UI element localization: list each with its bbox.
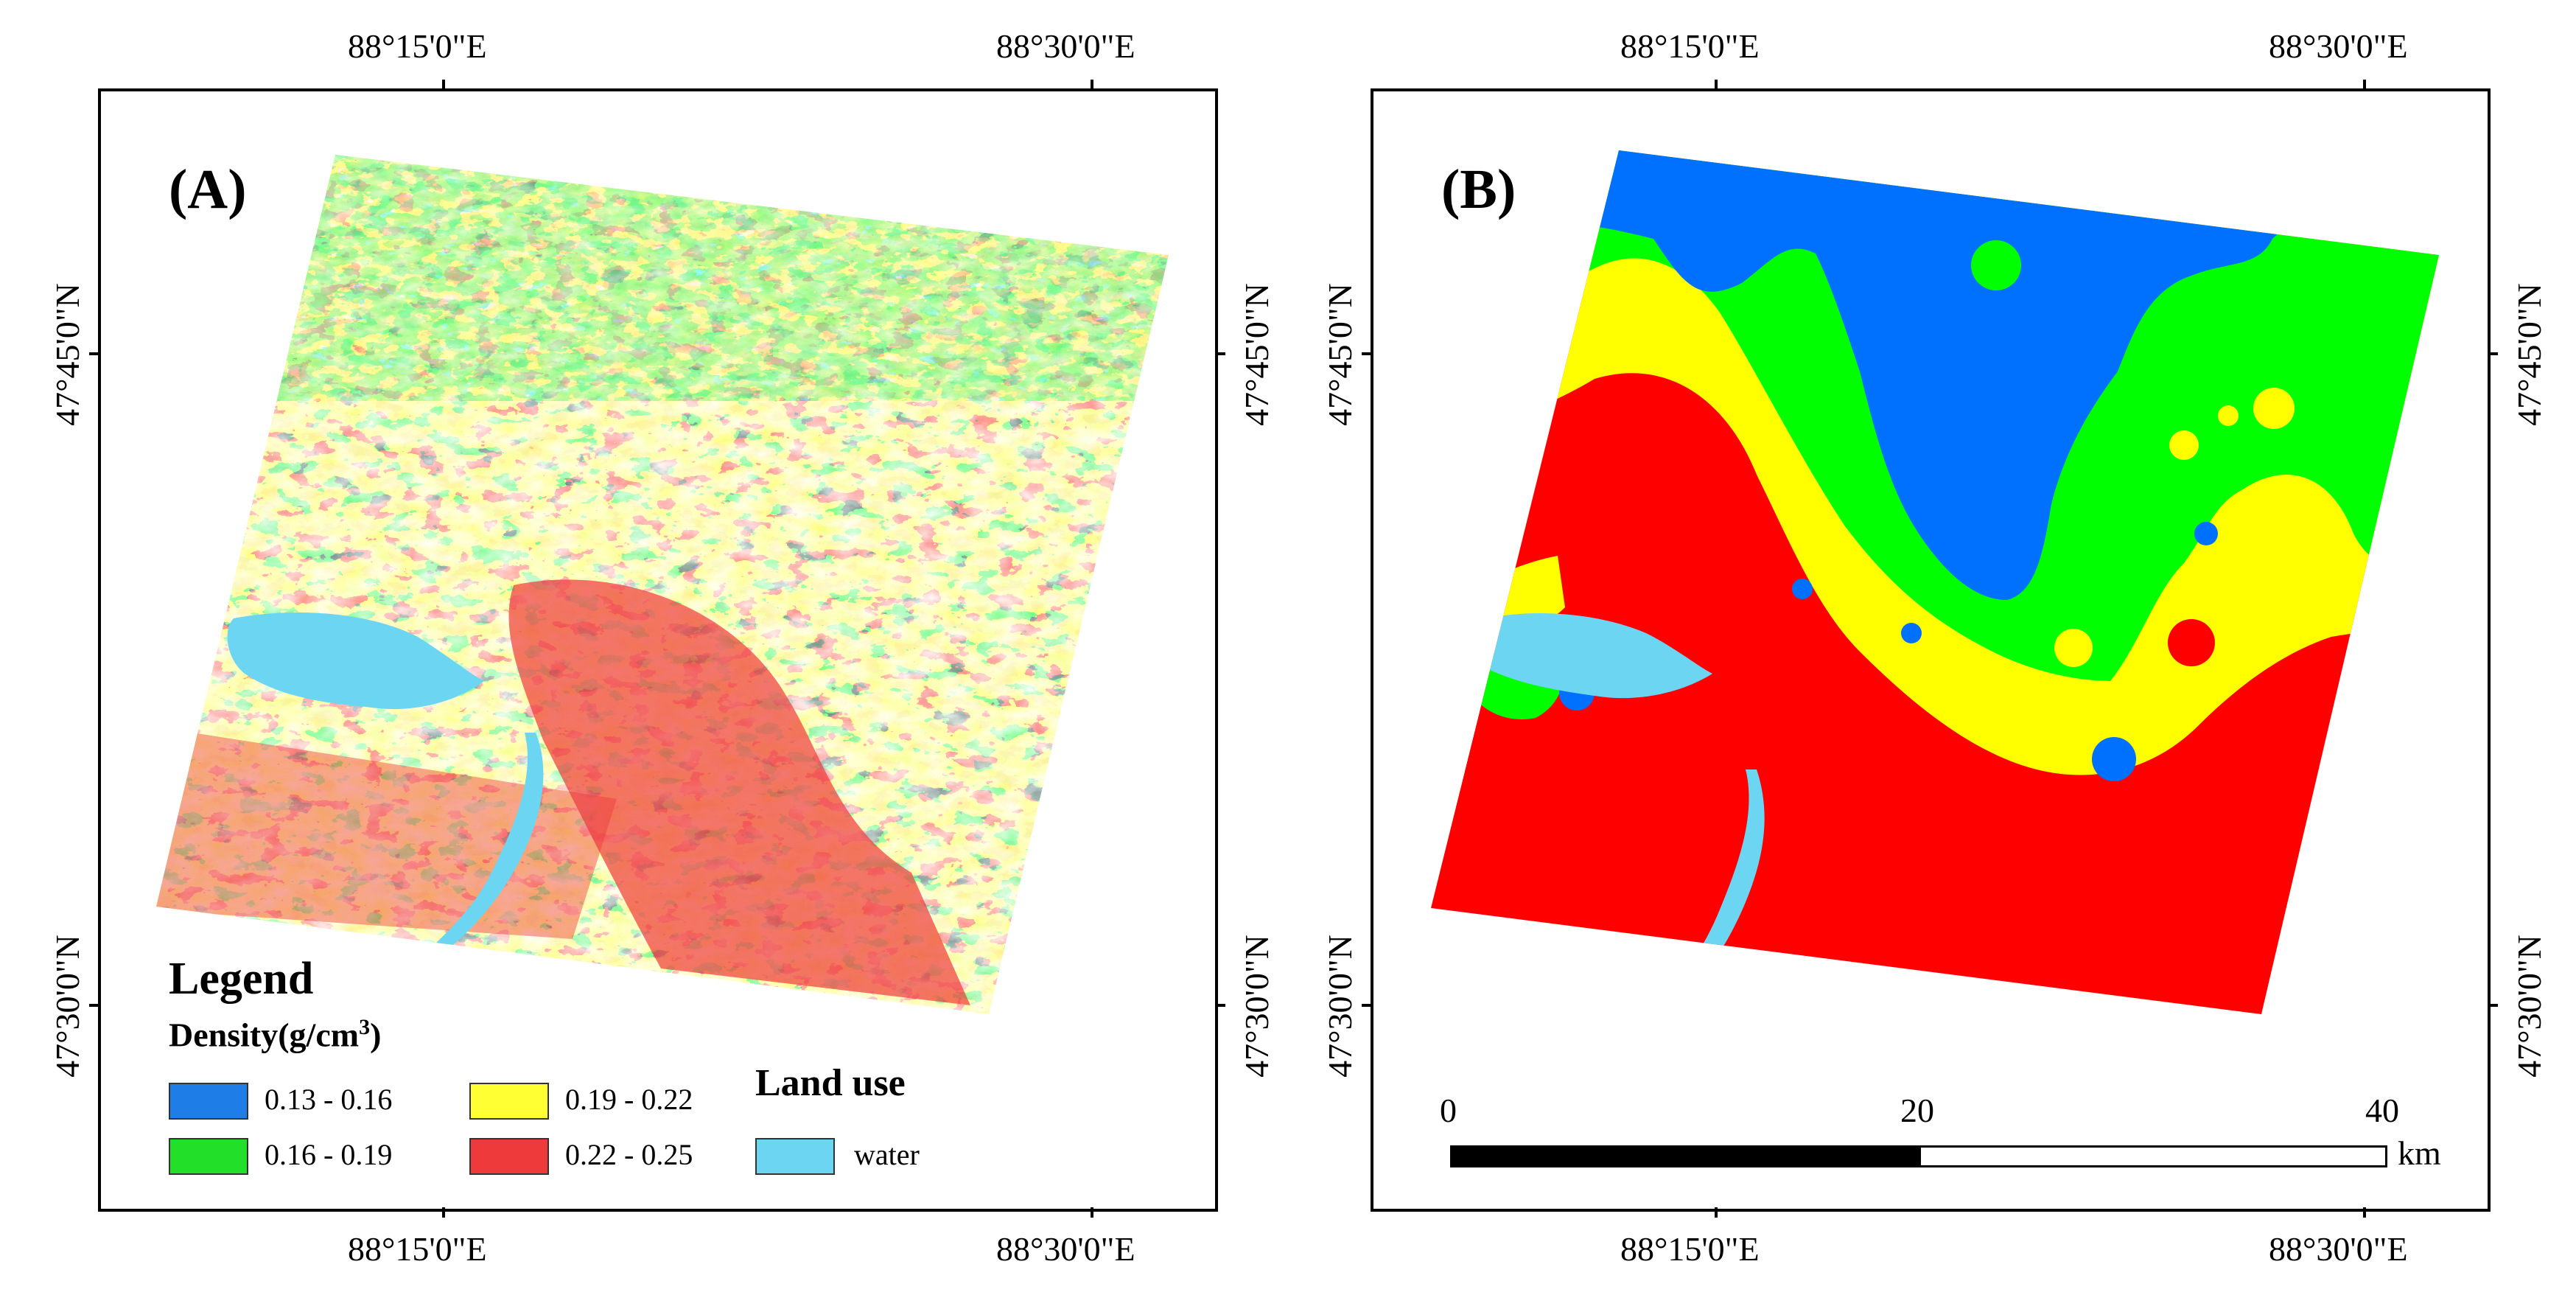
legend-label-4: 0.22 - 0.25 bbox=[565, 1138, 693, 1171]
lon-label-top-2: 88°30'0"E bbox=[996, 27, 1135, 65]
scale-unit: km bbox=[2398, 1134, 2441, 1172]
tick bbox=[1215, 352, 1225, 355]
panel-letter-b: (B) bbox=[1441, 158, 1516, 220]
lon-label-top-1: 88°15'0"E bbox=[1620, 27, 1760, 65]
map-panel-b: (B) 0 20 40 km bbox=[1371, 88, 2491, 1212]
legend-title: Legend bbox=[169, 954, 314, 1004]
tick bbox=[1362, 352, 1372, 355]
map-panel-a: (A) Legend Density(g/cm3) 0.13 - 0.16 0.… bbox=[98, 88, 1218, 1212]
density-interpolated-map-b bbox=[1431, 150, 2439, 1014]
tick bbox=[2363, 80, 2366, 90]
scale-label-40: 40 bbox=[2365, 1092, 2399, 1129]
lon-label-bottom-1: 88°15'0"E bbox=[348, 1230, 487, 1268]
tick bbox=[1362, 1004, 1372, 1007]
tick bbox=[442, 80, 445, 90]
lon-label-top-1: 88°15'0"E bbox=[348, 27, 487, 65]
panel-letter-a: (A) bbox=[169, 158, 247, 220]
scale-label-20: 20 bbox=[1900, 1092, 1934, 1129]
legend-swatch-2 bbox=[169, 1138, 248, 1175]
legend-swatch-water bbox=[755, 1138, 835, 1175]
lon-label-top-2: 88°30'0"E bbox=[2269, 27, 2408, 65]
legend-swatch-3 bbox=[469, 1083, 549, 1120]
legend-label-3: 0.19 - 0.22 bbox=[565, 1083, 693, 1116]
tick bbox=[1715, 80, 1718, 90]
lon-label-bottom-2: 88°30'0"E bbox=[996, 1230, 1135, 1268]
tick bbox=[1215, 1004, 1225, 1007]
density-label: Density(g/cm3) bbox=[169, 1015, 382, 1054]
lat-label-right-1: 47°45'0"N bbox=[2510, 283, 2548, 426]
legend-label-water: water bbox=[854, 1138, 920, 1171]
scale-bar-black-segment bbox=[1450, 1145, 1919, 1167]
lat-label-left-2: 47°30'0"N bbox=[1321, 935, 1359, 1078]
tick bbox=[1715, 1207, 1718, 1218]
land-use-title: Land use bbox=[755, 1062, 906, 1104]
legend-swatch-4 bbox=[469, 1138, 549, 1175]
tick bbox=[1091, 80, 1093, 90]
lon-label-bottom-2: 88°30'0"E bbox=[2269, 1230, 2408, 1268]
tick bbox=[2488, 1004, 2498, 1007]
tick bbox=[2488, 352, 2498, 355]
tick bbox=[89, 1004, 99, 1007]
tick bbox=[2363, 1207, 2366, 1218]
density-raster-map-a bbox=[156, 155, 1169, 1014]
lat-label-right-2: 47°30'0"N bbox=[2510, 935, 2548, 1078]
lat-label-left-1: 47°45'0"N bbox=[1321, 283, 1359, 426]
legend-swatch-1 bbox=[169, 1083, 248, 1120]
scale-label-0: 0 bbox=[1440, 1092, 1457, 1129]
lat-label-right-1: 47°45'0"N bbox=[1238, 283, 1275, 426]
tick bbox=[89, 352, 99, 355]
lat-label-right-2: 47°30'0"N bbox=[1238, 935, 1275, 1078]
lat-label-left-1: 47°45'0"N bbox=[49, 283, 86, 426]
tick bbox=[442, 1207, 445, 1218]
legend-label-1: 0.13 - 0.16 bbox=[265, 1083, 393, 1116]
tick bbox=[1091, 1207, 1093, 1218]
legend-label-2: 0.16 - 0.19 bbox=[265, 1138, 393, 1171]
lat-label-left-2: 47°30'0"N bbox=[49, 935, 86, 1078]
lon-label-bottom-1: 88°15'0"E bbox=[1620, 1230, 1760, 1268]
scale-bar-white-segment bbox=[1919, 1145, 2387, 1167]
